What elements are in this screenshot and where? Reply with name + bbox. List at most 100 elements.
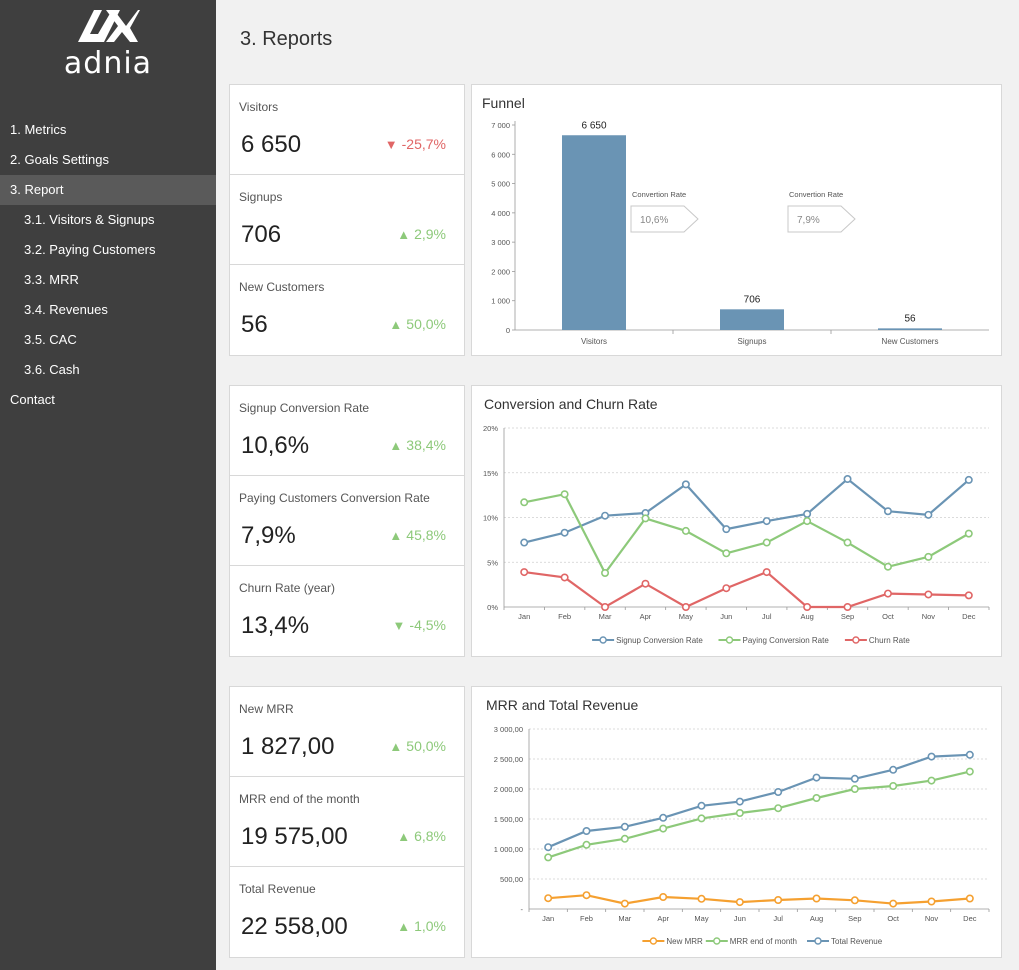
kpi-label: MRR end of the month [239,792,360,806]
funnel-chart-panel: 0 1 000 2 000 3 000 4 000 5 000 6 000 7 000 6 65… [471,84,1002,356]
data-point [965,894,974,903]
kpi-value: 7,9% [241,522,296,549]
data-point [883,589,892,598]
kpi-label: Visitors [239,100,279,114]
triangle-up-icon: ▲ [389,739,403,754]
x-tick-label: Jun [720,612,732,621]
triangle-down-icon: ▼ [384,137,398,152]
conversion-rate-callout [630,205,699,233]
brand-name: adnia [63,46,153,81]
brand-logo[interactable]: adnia [0,8,216,88]
sidebar-item-contact[interactable]: Contact [10,392,55,407]
data-point [774,804,783,813]
legend-marker [713,937,721,945]
triangle-up-icon: ▲ [389,528,403,543]
y-tick-label: - [521,905,524,914]
data-point [641,514,650,523]
data-point [850,896,859,905]
y-tick-label: 3 000 [491,238,510,247]
data-point [520,538,529,547]
conversion-rate-value: 7,9% [797,215,820,226]
data-point [722,584,731,593]
data-point [965,767,974,776]
x-tick-label: Apr [657,914,669,923]
kpi-delta-value: -4,5% [409,617,446,633]
kpi-delta-value: 6,8% [414,828,446,844]
triangle-up-icon: ▲ [389,438,403,453]
y-tick-label: 1 000,00 [494,845,523,854]
kpi-delta-value: 38,4% [406,437,446,453]
y-tick-label: 2 000 [491,267,510,276]
kpi-card-conversion: Signup Conversion Rate 10,6% ▲ 38,4% Paying … [229,385,465,657]
kpi-visitors: Visitors 6 650 ▼ -25,7% [230,85,464,175]
data-point [843,538,852,547]
y-tick-label: 5% [487,558,498,567]
kpi-label: New Customers [239,280,325,294]
data-point [601,511,610,520]
sidebar-item-3-4-revenues[interactable]: 3.4. Revenues [24,302,108,317]
triangle-down-icon: ▼ [392,618,406,633]
data-point [774,896,783,905]
mrr-chart-panel: - 500,00 1 000,00 1 500,00 2 000,00 2 500,00 3… [471,686,1002,958]
series-line-paying-conversion-rate [523,492,970,576]
sidebar-item-3-report[interactable]: 3. Report [0,175,216,205]
x-tick-label: May [694,914,708,923]
sidebar-item-1-metrics[interactable]: 1. Metrics [10,122,67,137]
sidebar-item-3-3-mrr[interactable]: 3.3. MRR [24,272,79,287]
kpi-delta-value: 50,0% [406,316,446,332]
kpi-delta: ▲ 6,8% [397,828,446,844]
legend-marker [725,636,734,644]
sidebar-item-3-6-cash[interactable]: 3.6. Cash [24,362,80,377]
sidebar-item-3-1-visitors-signups[interactable]: 3.1. Visitors & Signups [24,212,155,227]
x-tick-label: Apr [640,612,652,621]
kpi-value: 22 558,00 [241,913,348,940]
sidebar-item-3-2-paying-customers[interactable]: 3.2. Paying Customers [24,242,156,257]
data-point [620,834,629,843]
data-point [735,898,744,907]
kpi-signups: Signups 706 ▲ 2,9% [230,175,464,265]
data-point [883,507,892,516]
data-point [722,525,731,534]
y-tick-label: 5 000 [491,180,510,189]
sidebar-item-3-5-cac[interactable]: 3.5. CAC [24,332,77,347]
kpi-mrr-end-of-the-month: MRR end of the month 19 575,00 ▲ 6,8% [230,777,464,867]
kpi-delta: ▲ 38,4% [389,437,446,453]
data-point [927,776,936,785]
kpi-label: Signups [239,190,283,204]
kpi-value: 1 827,00 [241,733,335,760]
data-point [850,774,859,783]
bar-value-label: 6 650 [581,120,606,131]
x-tick-label: Jan [542,914,554,923]
sidebar-nav: 1. Metrics 2. Goals Settings 3. Report 3.1.… [0,115,216,415]
data-point [560,528,569,537]
brand-mark-icon [78,10,140,42]
data-point [927,897,936,906]
series-line-signup-conversion-rate [523,477,970,544]
kpi-delta: ▲ 45,8% [389,527,446,543]
data-point [883,562,892,571]
kpi-label: Signup Conversion Rate [239,401,370,415]
x-tick-label: Visitors [581,337,607,346]
kpi-value: 56 [241,311,268,338]
conversion-rate-label: Convertion Rate [632,190,686,199]
kpi-value: 6 650 [241,131,302,158]
x-tick-label: May [679,612,693,621]
data-point [762,568,771,577]
triangle-up-icon: ▲ [397,227,411,242]
legend-marker [599,636,607,644]
x-tick-label: Jul [762,612,772,621]
data-point [520,568,529,577]
page-title: 3. Reports [240,28,333,50]
kpi-card-mrr: New MRR 1 827,00 ▲ 50,0% MRR end of the mont… [229,686,465,958]
data-point [722,549,731,558]
triangle-up-icon: ▲ [389,317,403,332]
data-point [681,480,690,489]
conversion-chart-title: Conversion and Churn Rate [484,396,658,412]
sidebar-item-2-goals-settings[interactable]: 2. Goals Settings [10,152,109,167]
data-point [803,603,812,612]
data-point [843,475,852,484]
data-point [762,538,771,547]
kpi-delta: ▲ 2,9% [397,226,446,242]
funnel-chart-title: Funnel [482,95,525,111]
